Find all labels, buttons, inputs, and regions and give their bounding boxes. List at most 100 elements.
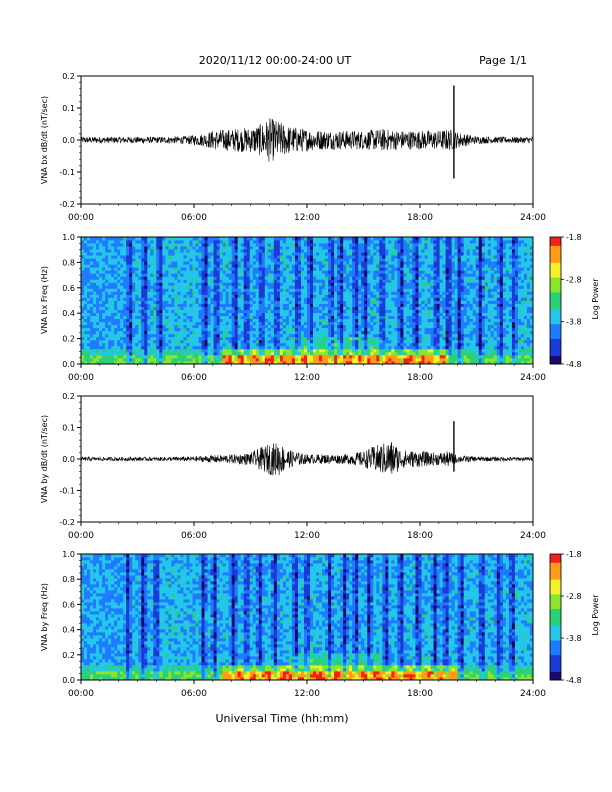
spectrogram-cell (216, 288, 221, 292)
spectrogram-cell (400, 327, 404, 332)
spectrogram-cell (174, 279, 178, 283)
spectrogram-cell (153, 315, 157, 320)
spectrogram-cell (400, 312, 404, 317)
spectrogram-cell (195, 249, 199, 253)
spectrogram-cell (412, 336, 416, 341)
spectrogram-cell (412, 279, 416, 283)
spectrogram-cell (171, 252, 175, 256)
spectrogram-cell (346, 243, 350, 247)
spectrogram-cell (297, 309, 302, 313)
spectrogram-cell (373, 252, 377, 256)
spectrogram-cell (132, 249, 136, 253)
spectrogram-cell (114, 258, 118, 262)
spectrogram-cell (147, 327, 151, 332)
spectrogram-cell (162, 264, 166, 268)
spectrogram-cell (207, 270, 211, 274)
spectrogram-cell (219, 279, 224, 283)
spectrogram-cell (201, 249, 205, 253)
spectrogram-cell (162, 354, 166, 359)
spectrogram-cell (108, 276, 112, 280)
spectrogram-cell (406, 249, 410, 253)
spectrogram-cell (385, 315, 389, 320)
spectrogram-cell (183, 264, 187, 268)
spectrogram-cell (99, 249, 103, 253)
spectrogram-cell (240, 258, 245, 262)
spectrogram-cell (382, 339, 386, 344)
spectrogram-cell (430, 354, 434, 359)
spectrogram-cell (108, 297, 112, 301)
spectrogram-cell (159, 246, 163, 250)
spectrogram-cell (418, 282, 422, 286)
spectrogram-cell (135, 249, 139, 253)
spectrogram-cell (192, 315, 196, 320)
spectrogram-cell (138, 357, 142, 362)
spectrogram-cell (424, 243, 428, 247)
spectrogram-cell (261, 330, 266, 335)
spectrogram-cell (162, 303, 166, 307)
spectrogram-cell (364, 306, 368, 310)
spectrogram-cell (325, 243, 329, 247)
spectrogram-cell (213, 243, 217, 247)
spectrogram-cell (337, 351, 341, 356)
spectrogram-cell (334, 288, 338, 292)
spectrogram-cell (90, 318, 94, 323)
spectrogram-cell (379, 318, 383, 323)
spectrogram-cell (376, 333, 380, 338)
spectrogram-cell (418, 291, 422, 295)
spectrogram-cell (264, 348, 269, 353)
spectrogram-cell (216, 294, 221, 298)
spectrogram-cell (267, 237, 272, 241)
spectrogram-cell (132, 258, 136, 262)
spectrogram-cell (222, 237, 227, 241)
spectrogram-cell (361, 342, 365, 347)
spectrogram-cell (168, 312, 172, 317)
spectrogram-cell (334, 309, 338, 313)
spectrogram-cell (325, 246, 329, 250)
spectrogram-cell (219, 327, 224, 332)
spectrogram-cell (234, 321, 239, 326)
spectrogram-cell (246, 357, 251, 362)
spectrogram-cell (427, 291, 431, 295)
spectrogram-cell (243, 273, 248, 277)
spectrogram-cell (367, 249, 371, 253)
spectrogram-cell (334, 276, 338, 280)
spectrogram-cell (261, 297, 266, 301)
spectrogram-cell (216, 303, 221, 307)
spectrogram-cell (385, 318, 389, 323)
spectrogram-cell (364, 333, 368, 338)
spectrogram-cell (373, 291, 377, 295)
spectrogram-cell (313, 327, 317, 332)
spectrogram-cell (114, 339, 118, 344)
spectrogram-cell (282, 309, 287, 313)
spectrogram-cell (358, 354, 362, 359)
spectrogram-cell (379, 357, 383, 362)
spectrogram-cell (412, 312, 416, 317)
spectrogram-cell (183, 240, 187, 244)
spectrogram-cell (156, 300, 160, 304)
spectrogram-cell (183, 348, 187, 353)
spectrogram-cell (93, 330, 97, 335)
spectrogram-cell (87, 291, 91, 295)
spectrogram-cell (225, 336, 230, 341)
spectrogram-cell (105, 291, 109, 295)
spectrogram-cell (433, 354, 437, 359)
spectrogram-cell (379, 312, 383, 317)
spectrogram-cell (285, 309, 290, 313)
spectrogram-cell (391, 336, 395, 341)
spectrogram-cell (285, 312, 290, 317)
spectrogram-cell (391, 300, 395, 304)
spectrogram-cell (105, 237, 109, 241)
spectrogram-cell (346, 264, 350, 268)
spectrogram-cell (168, 273, 172, 277)
spectrogram-cell (331, 240, 335, 244)
spectrogram-cell (319, 321, 323, 326)
spectrogram-cell (195, 321, 199, 326)
spectrogram-cell (379, 348, 383, 353)
spectrogram-cell (129, 327, 133, 332)
spectrogram-cell (144, 333, 148, 338)
spectrogram-cell (123, 312, 127, 317)
spectrogram-cell (87, 261, 91, 265)
spectrogram-cell (210, 255, 214, 259)
spectrogram-cell (105, 252, 109, 256)
spectrogram-cell (319, 306, 323, 310)
